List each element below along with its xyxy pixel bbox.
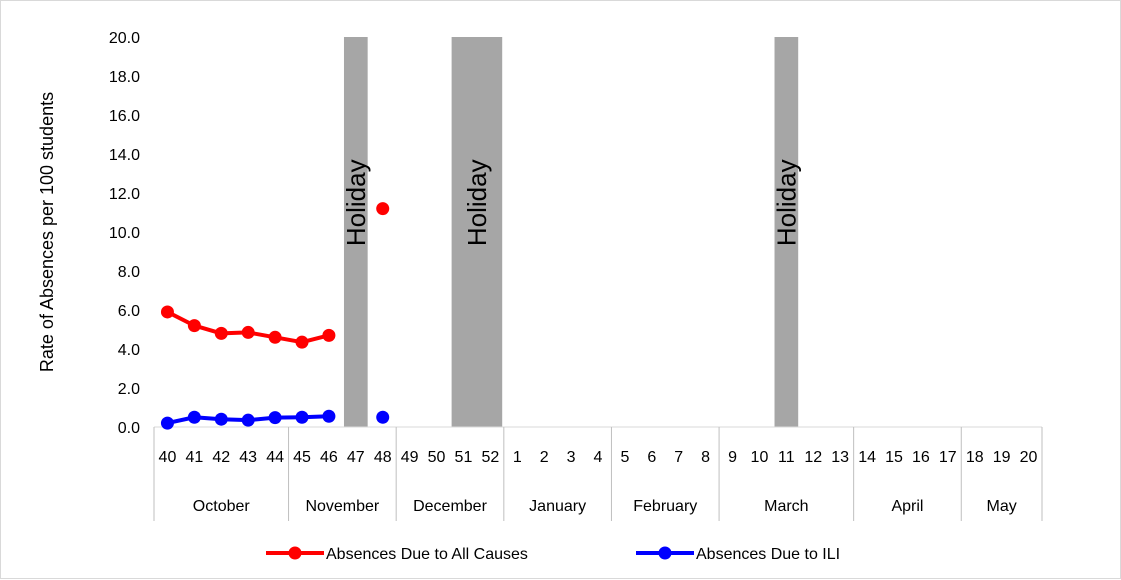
x-tick-label: 19 bbox=[993, 449, 1011, 466]
x-tick-label: 5 bbox=[620, 449, 629, 466]
legend-label: Absences Due to ILI bbox=[696, 546, 840, 563]
data-point bbox=[241, 413, 255, 427]
data-point bbox=[295, 410, 309, 424]
x-tick-label: 18 bbox=[966, 449, 984, 466]
x-tick-label: 6 bbox=[647, 449, 656, 466]
month-label: November bbox=[305, 498, 379, 515]
series-layer bbox=[160, 202, 390, 430]
data-point bbox=[322, 409, 336, 423]
y-tick-label: 18.0 bbox=[109, 69, 140, 86]
y-tick-label: 12.0 bbox=[109, 186, 140, 203]
x-tick-label: 47 bbox=[347, 449, 365, 466]
month-label: March bbox=[764, 498, 808, 515]
y-tick-label: 2.0 bbox=[118, 381, 140, 398]
data-point bbox=[160, 305, 174, 319]
x-tick-label: 14 bbox=[858, 449, 876, 466]
y-tick-label: 14.0 bbox=[109, 147, 140, 164]
x-tick-label: 42 bbox=[212, 449, 230, 466]
x-tick-label: 1 bbox=[513, 449, 522, 466]
data-point bbox=[187, 410, 201, 424]
data-point bbox=[268, 330, 282, 344]
series-group bbox=[160, 409, 390, 430]
holiday-band bbox=[774, 37, 799, 427]
y-tick-label: 6.0 bbox=[118, 303, 140, 320]
x-tick-label: 44 bbox=[266, 449, 284, 466]
series-group bbox=[160, 202, 390, 349]
data-point bbox=[268, 411, 282, 425]
legend-label: Absences Due to All Causes bbox=[326, 546, 528, 563]
legend-marker bbox=[658, 546, 672, 560]
y-tick-label: 20.0 bbox=[109, 30, 140, 47]
x-tick-label: 11 bbox=[778, 449, 795, 466]
x-tick-label: 41 bbox=[185, 449, 203, 466]
month-label: May bbox=[987, 498, 1017, 515]
holiday-label: Holiday bbox=[462, 159, 492, 246]
x-tick-label: 49 bbox=[401, 449, 419, 466]
holiday-band bbox=[451, 37, 503, 427]
x-tick-label: 17 bbox=[939, 449, 957, 466]
x-tick-label: 4 bbox=[594, 449, 603, 466]
x-tick-label: 16 bbox=[912, 449, 930, 466]
x-tick-label: 43 bbox=[239, 449, 257, 466]
holiday-label: Holiday bbox=[771, 159, 801, 246]
legend-marker bbox=[288, 546, 302, 560]
y-tick-label: 10.0 bbox=[109, 225, 140, 242]
month-label: December bbox=[413, 498, 487, 515]
x-tick-label: 3 bbox=[567, 449, 576, 466]
month-label: October bbox=[193, 498, 251, 515]
holiday-label: Holiday bbox=[341, 159, 371, 246]
holiday-layer: Holiday Holiday Holiday bbox=[341, 37, 801, 427]
x-tick-label: 7 bbox=[674, 449, 683, 466]
legend: Absences Due to All Causes Absences Due t… bbox=[266, 546, 840, 563]
axis-layer: 0.0 2.0 4.0 6.0 8.0 10.0 12.0 14.0 16.0 18.0 20.0 4… bbox=[109, 30, 1043, 521]
x-tick-label: 20 bbox=[1020, 449, 1038, 466]
x-tick-label: 45 bbox=[293, 449, 311, 466]
data-point bbox=[214, 326, 228, 340]
x-tick-label: 10 bbox=[751, 449, 769, 466]
y-tick-label: 8.0 bbox=[118, 264, 140, 281]
month-label: January bbox=[529, 498, 586, 515]
holiday-band bbox=[343, 37, 368, 427]
x-tick-label: 40 bbox=[159, 449, 177, 466]
x-tick-label: 50 bbox=[428, 449, 446, 466]
data-point bbox=[187, 319, 201, 333]
data-point bbox=[295, 335, 309, 349]
data-point bbox=[241, 325, 255, 339]
x-tick-label: 2 bbox=[540, 449, 549, 466]
data-point bbox=[376, 202, 390, 216]
x-tick-label: 9 bbox=[728, 449, 737, 466]
x-tick-label: 52 bbox=[481, 449, 499, 466]
x-tick-label: 13 bbox=[831, 449, 849, 466]
y-tick-label: 0.0 bbox=[118, 420, 140, 437]
y-tick-label: 4.0 bbox=[118, 342, 140, 359]
data-point bbox=[322, 328, 336, 342]
y-axis-title: Rate of Absences per 100 students bbox=[37, 92, 57, 372]
x-tick-label: 8 bbox=[701, 449, 710, 466]
x-tick-label: 48 bbox=[374, 449, 392, 466]
x-tick-label: 51 bbox=[455, 449, 473, 466]
month-label: February bbox=[633, 498, 697, 515]
data-point bbox=[160, 416, 174, 430]
month-label: April bbox=[891, 498, 923, 515]
x-tick-label: 15 bbox=[885, 449, 903, 466]
x-tick-label: 12 bbox=[804, 449, 822, 466]
data-point bbox=[214, 412, 228, 426]
data-point bbox=[376, 410, 390, 424]
y-tick-label: 16.0 bbox=[109, 108, 140, 125]
x-tick-label: 46 bbox=[320, 449, 338, 466]
